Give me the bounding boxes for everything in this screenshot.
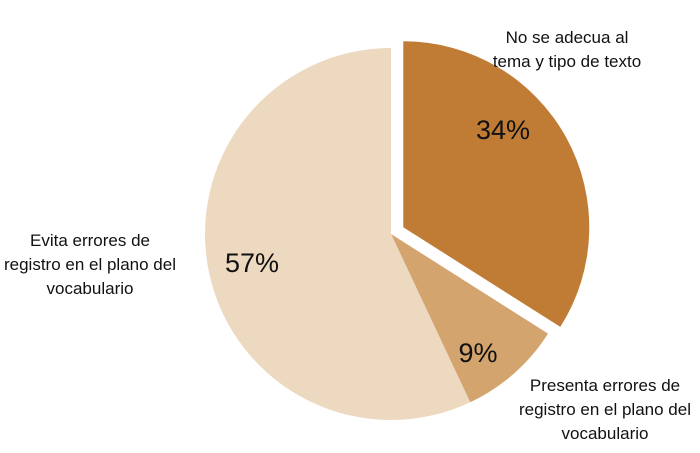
- value-label: 9%: [458, 338, 497, 368]
- pie-slice: [403, 41, 590, 327]
- pie-slice: [204, 48, 471, 420]
- value-label: 34%: [476, 115, 530, 145]
- category-label: No se adecua al tema y tipo de texto: [492, 28, 642, 71]
- value-label: 57%: [225, 248, 279, 278]
- category-label: Evita errores de registro en el plano de…: [3, 231, 176, 298]
- category-label: Presenta errores de registro en el plano…: [518, 376, 691, 443]
- pie-slice: [391, 234, 549, 403]
